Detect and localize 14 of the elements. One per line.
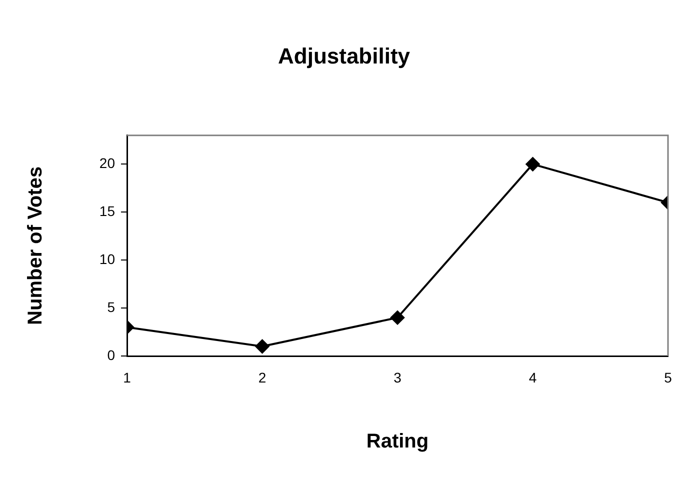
- y-axis-title: Number of Votes: [24, 166, 47, 325]
- x-tick-label: 1: [123, 369, 132, 386]
- x-axis-title: Rating: [366, 430, 429, 453]
- x-tick-label: 3: [394, 369, 402, 386]
- x-tick-label: 5: [664, 369, 672, 386]
- x-tick-label: 2: [258, 369, 266, 386]
- y-tick-label: 0: [107, 346, 116, 363]
- y-tick-label: 15: [99, 202, 116, 219]
- point: [390, 310, 404, 325]
- chart-title: Adjustability: [278, 43, 411, 68]
- y-tick-label: 20: [99, 155, 116, 172]
- y-tick-label: 5: [107, 298, 116, 315]
- y-tick-label: 10: [99, 250, 116, 267]
- x-tick-label: 4: [528, 369, 537, 386]
